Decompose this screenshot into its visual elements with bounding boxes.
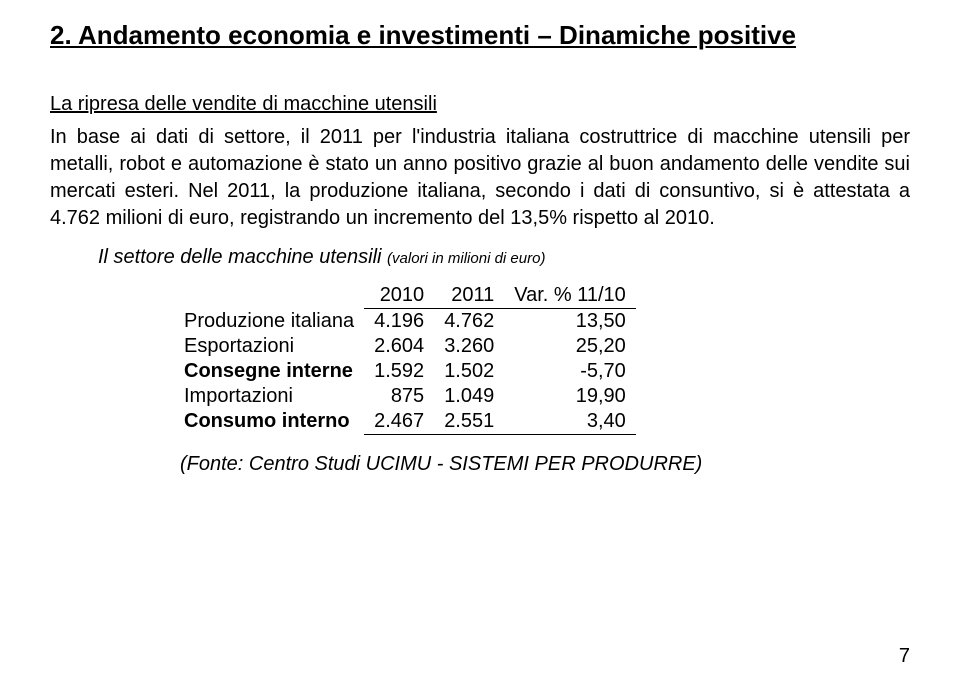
body-paragraph: In base ai dati di settore, il 2011 per … [50, 124, 910, 232]
table-row: Importazioni 875 1.049 19,90 [180, 384, 636, 409]
row-c1: 875 [364, 384, 434, 409]
row-c2: 4.762 [434, 309, 504, 335]
row-c3: 3,40 [504, 409, 636, 435]
row-c3: -5,70 [504, 359, 636, 384]
row-c1: 4.196 [364, 309, 434, 335]
row-label: Consegne interne [180, 359, 364, 384]
table-header-col3: Var. % 11/10 [504, 283, 636, 309]
page-number: 7 [899, 645, 910, 668]
table-header-col2: 2011 [434, 283, 504, 309]
row-c3: 19,90 [504, 384, 636, 409]
document-page: 2. Andamento economia e investimenti – D… [0, 0, 960, 682]
table-header-empty [180, 283, 364, 309]
data-table: 2010 2011 Var. % 11/10 Produzione italia… [180, 283, 636, 435]
table-row: Produzione italiana 4.196 4.762 13,50 [180, 309, 636, 335]
row-c2: 2.551 [434, 409, 504, 435]
row-c2: 1.502 [434, 359, 504, 384]
row-c2: 1.049 [434, 384, 504, 409]
row-label: Produzione italiana [180, 309, 364, 335]
table-header-row: 2010 2011 Var. % 11/10 [180, 283, 636, 309]
row-c1: 2.604 [364, 334, 434, 359]
row-c2: 3.260 [434, 334, 504, 359]
row-c1: 1.592 [364, 359, 434, 384]
row-c1: 2.467 [364, 409, 434, 435]
table-header-col1: 2010 [364, 283, 434, 309]
table-caption: Il settore delle macchine utensili (valo… [98, 246, 910, 269]
table-caption-unit: (valori in milioni di euro) [387, 250, 545, 267]
row-label: Esportazioni [180, 334, 364, 359]
row-label: Importazioni [180, 384, 364, 409]
table-caption-main: Il settore delle macchine utensili [98, 246, 387, 268]
row-c3: 13,50 [504, 309, 636, 335]
table-row: Esportazioni 2.604 3.260 25,20 [180, 334, 636, 359]
table-row: Consegne interne 1.592 1.502 -5,70 [180, 359, 636, 384]
section-subtitle: La ripresa delle vendite di macchine ute… [50, 93, 910, 116]
table-source: (Fonte: Centro Studi UCIMU - SISTEMI PER… [180, 453, 910, 476]
section-title: 2. Andamento economia e investimenti – D… [50, 20, 910, 51]
row-label: Consumo interno [180, 409, 364, 435]
row-c3: 25,20 [504, 334, 636, 359]
table-row: Consumo interno 2.467 2.551 3,40 [180, 409, 636, 435]
